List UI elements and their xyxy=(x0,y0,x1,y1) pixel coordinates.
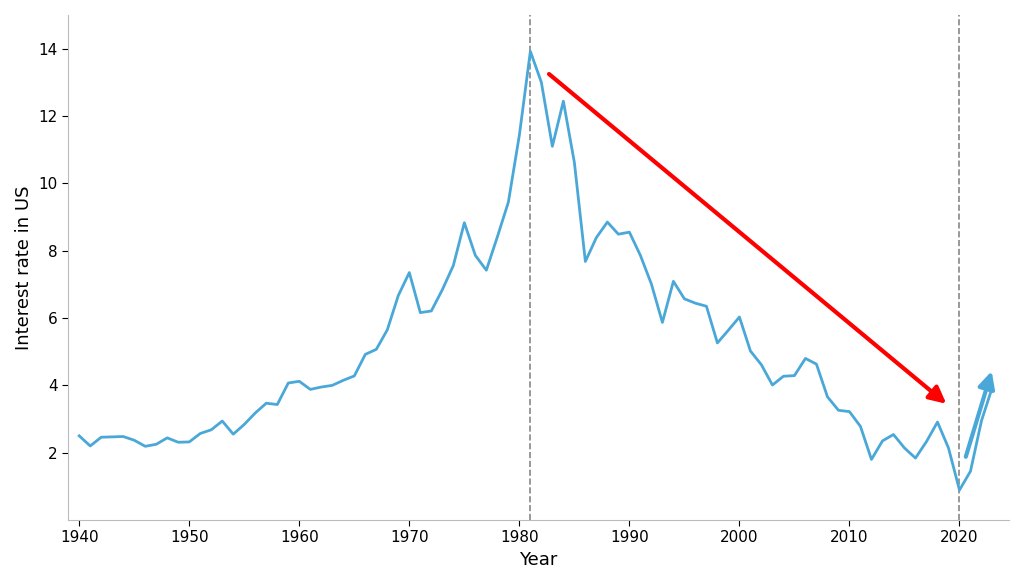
Y-axis label: Interest rate in US: Interest rate in US xyxy=(15,185,33,350)
X-axis label: Year: Year xyxy=(519,551,558,569)
